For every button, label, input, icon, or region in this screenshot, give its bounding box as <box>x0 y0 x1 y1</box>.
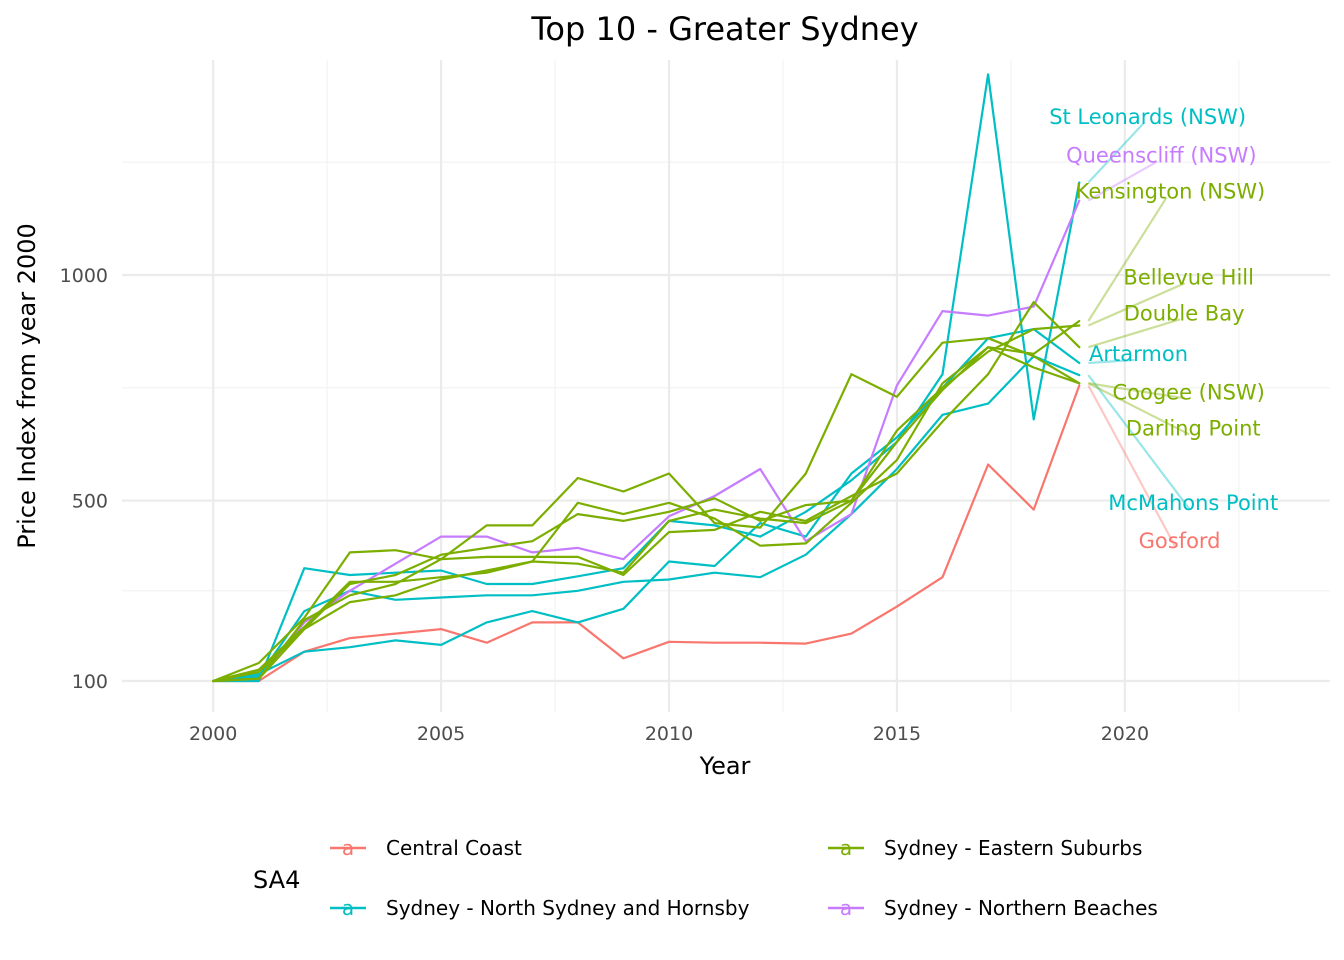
legend-item: a Sydney - North Sydney and Hornsby <box>330 896 750 920</box>
series-label: St Leonards (NSW) <box>1049 105 1246 129</box>
label-leader-line <box>1087 385 1177 548</box>
series-label: Kensington (NSW) <box>1076 180 1266 204</box>
y-tick-label: 500 <box>72 491 108 513</box>
x-tick-label: 2020 <box>1101 723 1149 745</box>
legend-label: Central Coast <box>386 836 522 860</box>
label-leader-line <box>1087 382 1190 436</box>
label-leader-line <box>1088 382 1185 400</box>
axis-layer: 2000 2005 2010 2015 2020 100 500 1000 <box>60 265 1149 745</box>
series-label: Darling Point <box>1126 416 1261 440</box>
legend-title: SA4 <box>253 866 300 894</box>
legend-item: a Sydney - Eastern Suburbs <box>828 836 1142 860</box>
legend-key-glyph: a <box>342 896 354 920</box>
label-leader-line <box>1087 196 1168 322</box>
series-line-double-bay <box>212 301 1081 683</box>
series-label: Bellevue Hill <box>1123 265 1254 289</box>
series-label: Queenscliff (NSW) <box>1066 143 1256 167</box>
x-tick-label: 2005 <box>417 723 465 745</box>
legend-key-glyph: a <box>840 836 852 860</box>
y-tick-label: 100 <box>72 671 108 693</box>
series-label: Artarmon <box>1089 342 1188 366</box>
label-leader-line <box>1088 358 1135 365</box>
series-line-mcmahons-point <box>212 355 1081 683</box>
x-axis-title: Year <box>699 752 751 780</box>
series-line-gosford <box>212 384 1081 683</box>
series-line-coogee-nsw- <box>212 346 1081 683</box>
legend-item: a Sydney - Northern Beaches <box>828 896 1158 920</box>
series-label: Double Bay <box>1124 301 1245 325</box>
label-leader-line <box>1087 122 1145 184</box>
label-leader-line <box>1087 374 1191 510</box>
x-tick-label: 2000 <box>189 723 237 745</box>
series-label: Coogee (NSW) <box>1112 380 1264 404</box>
legend-label: Sydney - Eastern Suburbs <box>884 836 1142 860</box>
legend-label: Sydney - Northern Beaches <box>884 896 1158 920</box>
y-axis-title: Price Index from year 2000 <box>13 223 41 549</box>
y-tick-label: 1000 <box>60 265 108 287</box>
series-line-darling-point <box>212 337 1081 683</box>
series-label: Gosford <box>1139 529 1221 553</box>
chart-title: Top 10 - Greater Sydney <box>530 10 918 48</box>
label-leader-line <box>1087 282 1186 327</box>
legend-key-glyph: a <box>840 896 852 920</box>
series-layer <box>212 73 1081 683</box>
label-layer: Gosford St Leonards (NSW) Artarmon McMahons… <box>1049 105 1278 553</box>
x-tick-label: 2010 <box>645 723 693 745</box>
label-leader-line <box>1087 160 1158 202</box>
label-leader-line <box>1088 318 1181 349</box>
legend-label: Sydney - North Sydney and Hornsby <box>386 896 750 920</box>
legend-key-glyph: a <box>342 836 354 860</box>
x-tick-label: 2015 <box>873 723 921 745</box>
series-label: McMahons Point <box>1108 491 1278 515</box>
series-line-st-leonards-nsw- <box>212 73 1081 683</box>
legend: SA4 a Central Coast a Sydney - Eastern Subu… <box>253 836 1158 920</box>
legend-item: a Central Coast <box>330 836 522 860</box>
series-line-queenscliff-nsw- <box>212 199 1081 683</box>
